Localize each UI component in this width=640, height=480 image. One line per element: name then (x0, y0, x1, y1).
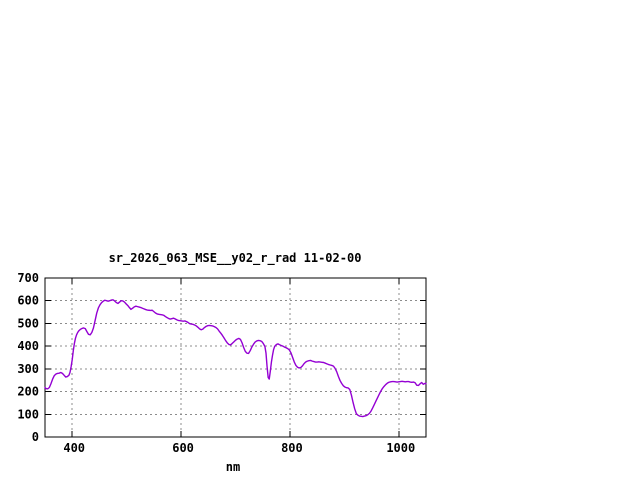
y-tick-label: 100 (17, 407, 39, 421)
y-tick-label: 200 (17, 385, 39, 399)
y-tick-label: 600 (17, 294, 39, 308)
plot-border (44, 277, 427, 438)
x-axis-label: nm (226, 460, 240, 474)
x-tick-label: 1000 (386, 441, 415, 455)
y-tick-label: 0 (32, 430, 39, 444)
x-tick-label: 400 (63, 441, 85, 455)
grid-layer (45, 278, 426, 437)
y-tick-label: 700 (17, 271, 39, 285)
tick-label-layer: 0 100 200 300 400 500 600 700 400 600 800 1000 (17, 271, 415, 455)
y-tick-label: 400 (17, 339, 39, 353)
y-tick-label: 500 (17, 316, 39, 330)
x-tick-label: 800 (281, 441, 303, 455)
chart-title: sr_2026_063_MSE__y02_r_rad 11-02-00 (109, 251, 362, 266)
spectrum-line (44, 299, 427, 418)
y-tick-label: 300 (17, 362, 39, 376)
x-tick-label: 600 (172, 441, 194, 455)
